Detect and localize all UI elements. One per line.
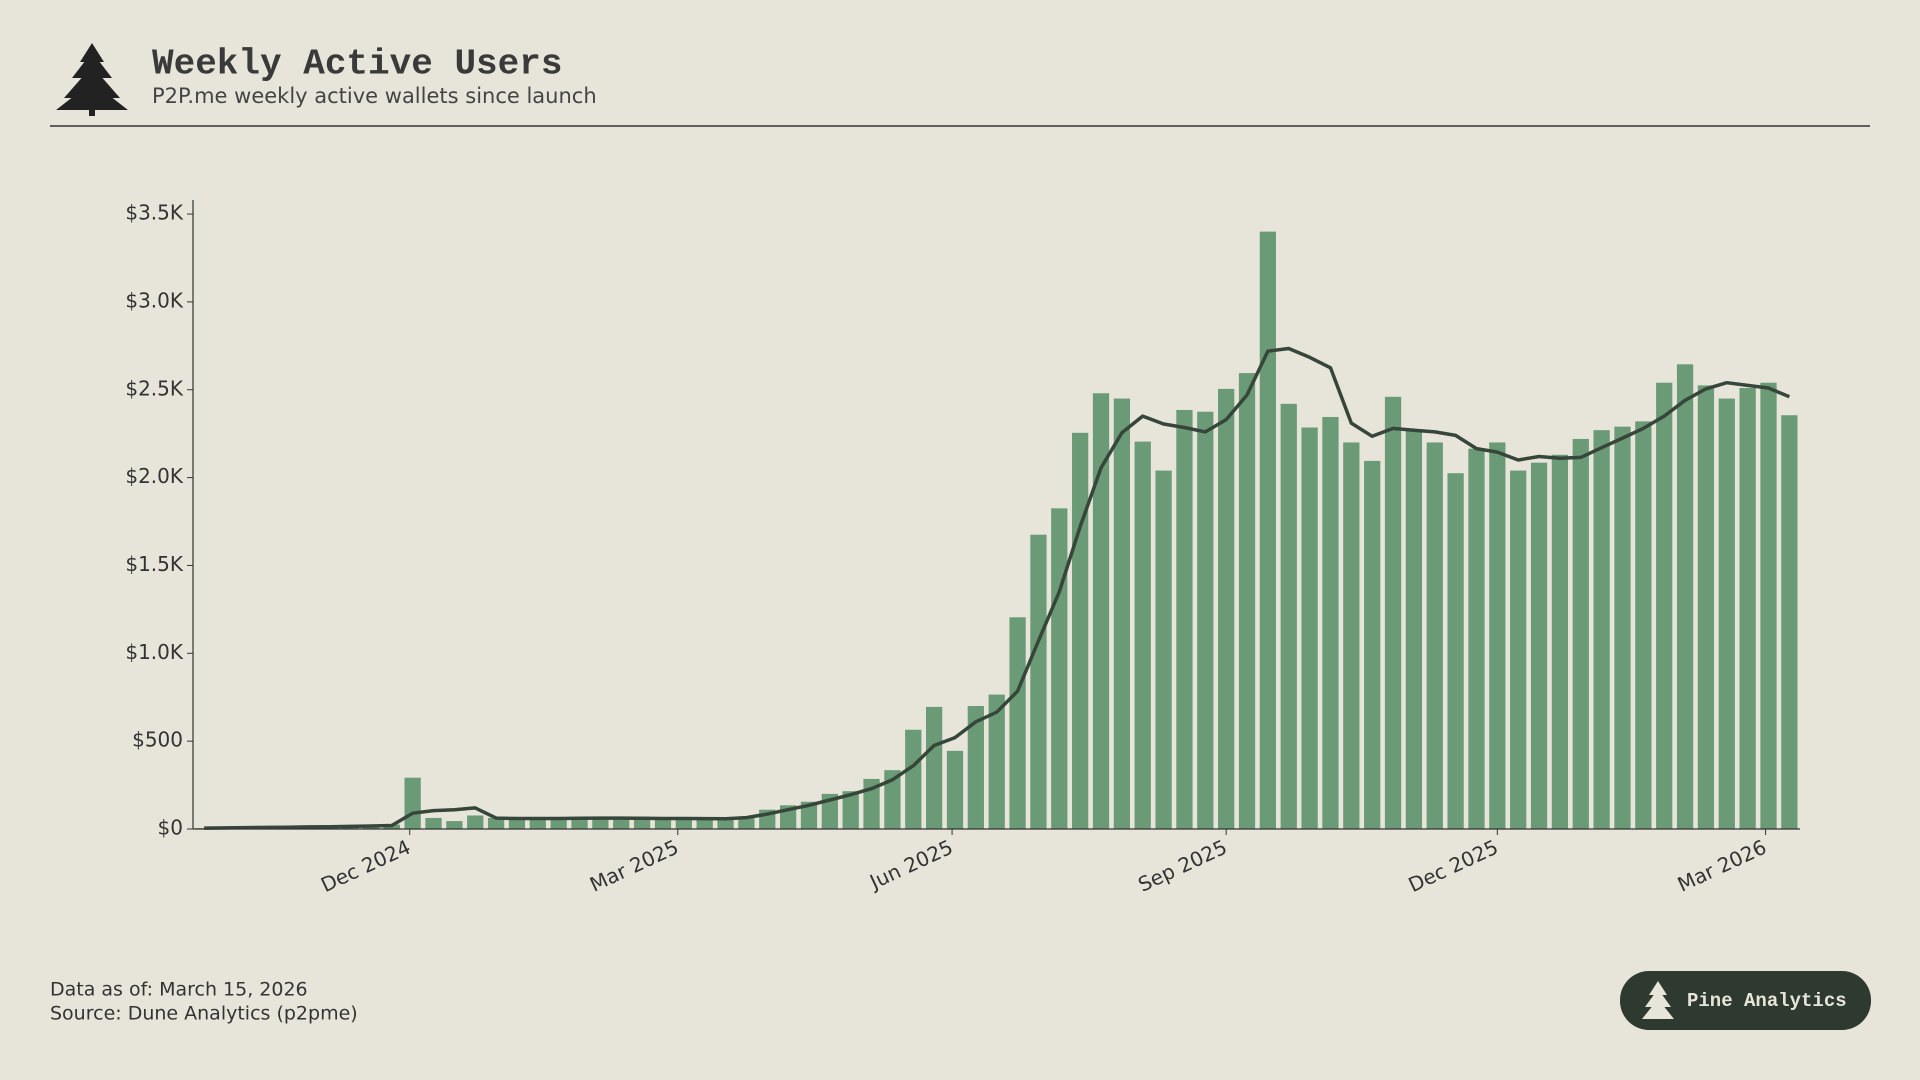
y-tick-label: $1.5K — [125, 552, 184, 576]
bar — [1572, 438, 1589, 829]
bar — [1426, 442, 1443, 829]
bar — [467, 815, 484, 829]
y-tick-label: $0 — [158, 816, 183, 840]
bar — [925, 706, 943, 829]
bar — [1030, 534, 1047, 829]
bar — [1697, 385, 1715, 829]
bar — [1134, 441, 1151, 829]
bar — [1739, 387, 1756, 829]
bar — [800, 801, 818, 829]
bar — [1593, 430, 1610, 829]
bar — [1781, 415, 1798, 829]
bar — [1551, 454, 1569, 829]
bar — [717, 819, 734, 829]
bar — [1259, 231, 1277, 829]
bar — [696, 819, 713, 829]
bar — [529, 818, 546, 829]
bar — [1092, 393, 1110, 829]
bar — [1656, 382, 1673, 829]
chart-subtitle: P2P.me weekly active wallets since launc… — [152, 84, 597, 108]
bar — [1447, 473, 1464, 829]
brand-name: Pine Analytics — [1687, 990, 1847, 1012]
y-tick-label: $3.0K — [125, 288, 184, 312]
source: Source: Dune Analytics (p2pme) — [50, 1003, 358, 1025]
bar — [1343, 442, 1360, 829]
bar — [1510, 470, 1527, 829]
bar — [1468, 448, 1485, 829]
bar — [550, 818, 567, 829]
bar — [1218, 388, 1235, 829]
bar — [571, 818, 588, 829]
bar — [487, 817, 505, 829]
bar — [1364, 460, 1381, 829]
bar — [1197, 411, 1214, 829]
x-tick-label: Jun 2025 — [864, 835, 956, 895]
x-tick-label: Sep 2025 — [1134, 835, 1230, 897]
bar — [1718, 398, 1735, 829]
brand-logo — [1642, 981, 1674, 1019]
bar — [404, 777, 421, 829]
bar — [1113, 398, 1130, 829]
x-tick-label: Mar 2026 — [1674, 835, 1770, 897]
x-tick-label: Mar 2025 — [586, 835, 682, 897]
bar — [592, 818, 609, 829]
bar — [1322, 416, 1339, 829]
bar — [1238, 373, 1256, 829]
bar — [1614, 426, 1631, 829]
bar — [1405, 429, 1423, 829]
line — [204, 346, 1791, 830]
chart-title: Weekly Active Users — [152, 44, 562, 85]
bar — [508, 818, 526, 829]
bar — [1051, 508, 1068, 829]
y-tick-label: $2.0K — [125, 464, 184, 488]
x-tick-label: Dec 2025 — [1405, 835, 1502, 897]
bar — [1530, 462, 1548, 829]
bar — [1155, 470, 1172, 829]
bar — [446, 821, 463, 829]
bar — [842, 791, 859, 829]
bar — [1176, 409, 1193, 829]
brand-badge — [1620, 971, 1871, 1030]
bar — [1384, 396, 1402, 829]
y-tick-label: $1.0K — [125, 640, 184, 664]
bar — [1301, 427, 1318, 829]
bar — [884, 770, 901, 829]
y-tick-label: $2.5K — [125, 376, 184, 400]
bar — [675, 818, 692, 829]
data-date: Data as of: March 15, 2026 — [50, 979, 308, 1001]
bar — [967, 706, 984, 829]
bar — [946, 750, 964, 829]
logo — [56, 43, 128, 116]
bar — [613, 818, 630, 829]
y-tick-label: $500 — [132, 728, 183, 752]
bar — [1072, 432, 1089, 829]
bar — [425, 817, 442, 829]
bar — [1676, 364, 1694, 829]
bar — [1635, 421, 1652, 829]
bar — [988, 694, 1005, 829]
bar — [1009, 617, 1026, 829]
bar — [633, 818, 651, 829]
bar — [1280, 403, 1297, 829]
bar — [738, 816, 755, 829]
bar — [1489, 442, 1506, 829]
y-tick-label: $3.5K — [125, 201, 184, 225]
x-tick-label: Dec 2024 — [317, 835, 414, 897]
bar — [1760, 382, 1777, 829]
bar — [654, 818, 672, 829]
bar — [905, 729, 922, 829]
